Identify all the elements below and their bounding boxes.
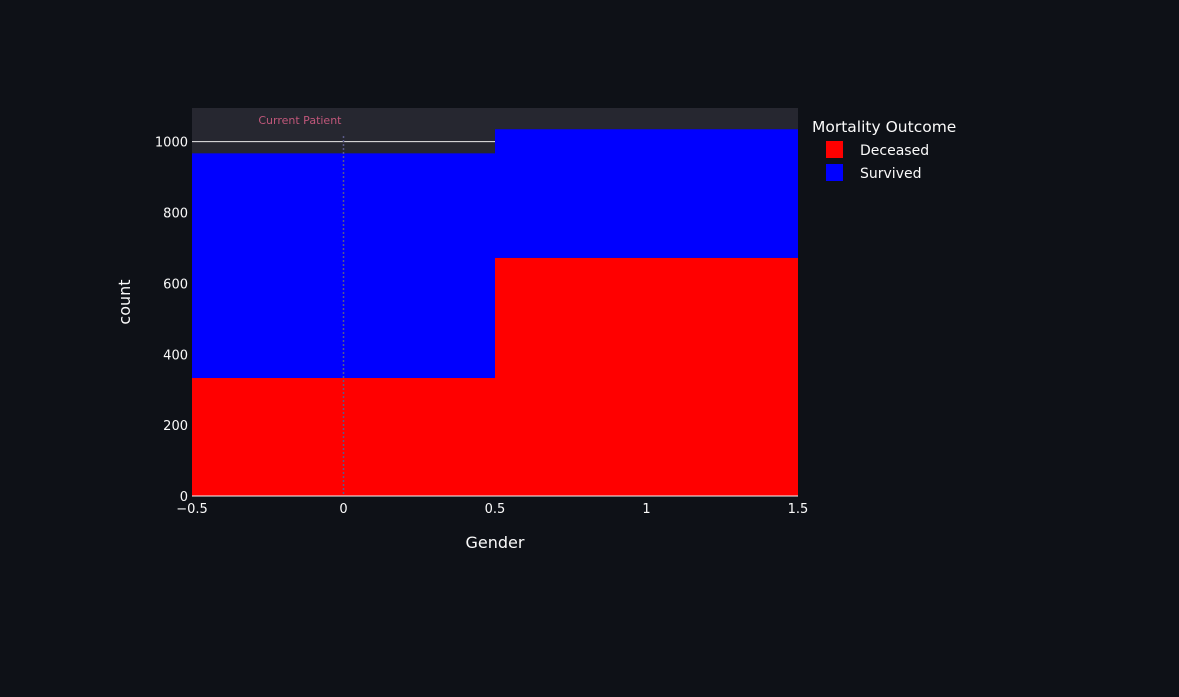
bar-deceased-1 [495, 257, 798, 496]
y-tick-label: 1000 [155, 136, 188, 151]
x-tick-label: −0.5 [176, 502, 208, 517]
legend-label-survived: Survived [860, 166, 921, 182]
y-tick-label: 400 [163, 348, 188, 363]
bar-survived-1 [495, 129, 798, 258]
x-tick-label: 0.5 [485, 502, 506, 517]
x-axis-title: Gender [466, 533, 525, 552]
x-tick-label: 0 [339, 502, 347, 517]
legend-swatch-survived [826, 164, 843, 181]
x-tick-label: 1.5 [788, 502, 809, 517]
y-tick-label: 800 [163, 207, 188, 222]
current-patient-label: Current Patient [258, 114, 342, 127]
bars-layer [192, 129, 798, 496]
y-tick-label: 600 [163, 277, 188, 292]
y-axis-title: count [115, 279, 134, 324]
legend-swatch-deceased [826, 141, 843, 158]
y-tick-label: 0 [180, 490, 188, 505]
overlay-layer: Current Patient [192, 114, 495, 496]
legend: Mortality Outcome Deceased Survived [812, 118, 956, 182]
legend-title: Mortality Outcome [812, 118, 956, 136]
legend-label-deceased: Deceased [860, 143, 929, 159]
y-tick-label: 200 [163, 419, 188, 434]
x-tick-label: 1 [642, 502, 650, 517]
